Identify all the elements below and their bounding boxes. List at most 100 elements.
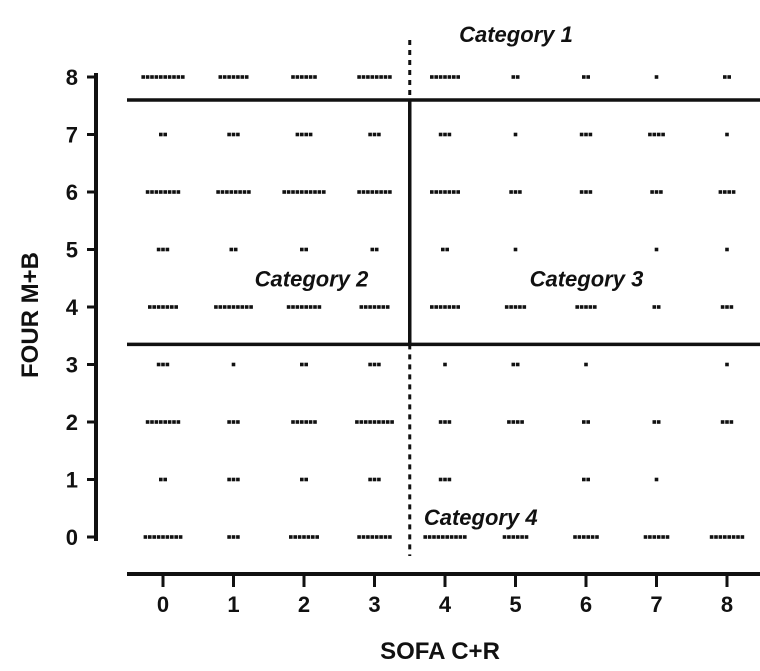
y-axis-title: FOUR M+B xyxy=(17,252,44,378)
point-cluster-x0-y5 xyxy=(156,247,170,252)
data-point xyxy=(156,247,161,252)
data-point xyxy=(736,535,740,539)
data-point xyxy=(167,420,172,424)
data-point xyxy=(313,305,317,309)
data-point xyxy=(145,75,150,79)
data-point xyxy=(447,420,452,424)
data-point xyxy=(161,247,165,252)
data-point xyxy=(430,305,434,309)
point-cluster-x1-y7 xyxy=(227,132,240,137)
data-point xyxy=(654,190,659,194)
data-point xyxy=(723,535,727,539)
data-point xyxy=(178,535,183,539)
point-cluster-x7-y6 xyxy=(650,190,663,194)
data-point xyxy=(233,247,238,252)
data-point xyxy=(458,535,463,539)
data-point xyxy=(170,305,174,309)
point-cluster-x5-y8 xyxy=(511,75,520,79)
data-point xyxy=(511,420,516,424)
data-point xyxy=(443,477,447,482)
data-point xyxy=(313,75,317,79)
data-point xyxy=(141,75,145,79)
data-point xyxy=(370,190,375,194)
data-point xyxy=(727,75,731,79)
point-cluster-x4-y2 xyxy=(438,420,452,424)
data-point xyxy=(150,75,154,79)
point-cluster-x3-y8 xyxy=(357,75,392,79)
data-point xyxy=(161,362,165,367)
data-point xyxy=(438,75,443,79)
data-point xyxy=(302,535,306,539)
data-point xyxy=(388,75,392,79)
data-point xyxy=(432,535,436,539)
data-point xyxy=(515,420,520,424)
data-point xyxy=(148,535,152,539)
data-point xyxy=(222,75,227,79)
data-point xyxy=(357,75,361,79)
data-point xyxy=(167,75,172,79)
point-cluster-x3-y3 xyxy=(368,362,381,367)
data-point xyxy=(725,305,729,309)
data-point xyxy=(709,535,714,539)
x-tick-label-1: 1 xyxy=(227,592,239,617)
data-point xyxy=(575,305,579,309)
data-point xyxy=(363,420,368,424)
data-point xyxy=(654,75,659,79)
data-point xyxy=(379,535,383,539)
point-cluster-x8-y6 xyxy=(718,190,736,194)
data-point xyxy=(156,305,161,309)
point-cluster-x4-y0 xyxy=(423,535,467,539)
data-point xyxy=(434,190,438,194)
data-point xyxy=(648,535,652,539)
data-point xyxy=(522,305,527,309)
data-point xyxy=(586,75,590,79)
data-point xyxy=(372,305,377,309)
data-point xyxy=(447,190,452,194)
data-point xyxy=(300,75,304,79)
data-point xyxy=(654,247,659,252)
data-point xyxy=(174,305,178,309)
data-point xyxy=(381,305,386,309)
data-point xyxy=(383,75,388,79)
data-point xyxy=(282,190,286,194)
data-point xyxy=(586,420,590,424)
data-point xyxy=(244,305,249,309)
data-point xyxy=(154,75,159,79)
data-point xyxy=(293,535,297,539)
y-tick-label-0: 0 xyxy=(66,525,78,550)
data-point xyxy=(368,132,372,137)
y-tick-label-4: 4 xyxy=(66,295,79,320)
data-point xyxy=(582,477,586,482)
data-point xyxy=(317,305,322,309)
data-point xyxy=(289,535,293,539)
point-cluster-x2-y8 xyxy=(291,75,317,79)
point-cluster-x6-y8 xyxy=(582,75,590,79)
data-point xyxy=(218,75,223,79)
data-point xyxy=(374,75,379,79)
data-point xyxy=(159,75,163,79)
data-point xyxy=(381,420,386,424)
data-point xyxy=(313,420,317,424)
data-point xyxy=(304,305,308,309)
data-point xyxy=(359,305,364,309)
point-cluster-x0-y6 xyxy=(145,190,181,194)
point-cluster-x7-y0 xyxy=(643,535,670,539)
data-point xyxy=(509,190,513,194)
data-point xyxy=(150,190,154,194)
data-point xyxy=(513,132,518,137)
y-tick-label-5: 5 xyxy=(66,238,78,263)
y-tick-label-1: 1 xyxy=(66,468,78,493)
data-point xyxy=(443,132,447,137)
data-point xyxy=(723,75,727,79)
data-point xyxy=(368,305,372,309)
data-point xyxy=(148,305,152,309)
data-point xyxy=(295,420,300,424)
data-point xyxy=(165,305,170,309)
data-point xyxy=(725,247,729,252)
data-point xyxy=(225,190,229,194)
point-cluster-x1-y6 xyxy=(216,190,251,194)
point-cluster-x7-y5 xyxy=(654,247,659,252)
point-cluster-x7-y4 xyxy=(652,305,661,309)
x-tick-label-2: 2 xyxy=(298,592,310,617)
data-point xyxy=(233,190,238,194)
